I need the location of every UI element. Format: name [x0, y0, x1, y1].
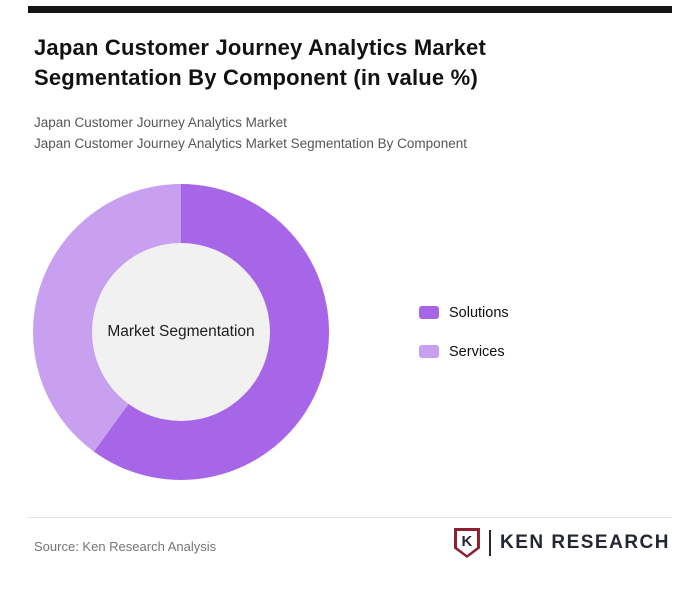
donut-chart: Market Segmentation	[33, 184, 329, 480]
footer-divider	[28, 517, 672, 518]
logo-wordmark: KEN RESEARCH	[499, 532, 670, 553]
legend-item-services: Services	[419, 343, 509, 360]
ken-research-logo: K KEN RESEARCH	[453, 528, 670, 558]
page-title-line-2: Segmentation By Component (in value %)	[34, 65, 478, 90]
legend-label-solutions: Solutions	[449, 304, 509, 321]
page-title-line-1: Japan Customer Journey Analytics Market	[34, 35, 487, 60]
chart-subtitle-segmentation: Japan Customer Journey Analytics Market …	[34, 136, 467, 151]
source-text: Source: Ken Research Analysis	[34, 539, 217, 554]
legend-item-solutions: Solutions	[419, 304, 509, 321]
legend-swatch	[419, 345, 439, 358]
chart-subtitle-market: Japan Customer Journey Analytics Market	[34, 115, 287, 130]
chart-legend: Solutions Services	[419, 305, 509, 383]
legend-swatch	[419, 306, 439, 319]
logo-shield-letter: K	[456, 531, 477, 555]
donut-hole: Market Segmentation	[92, 243, 270, 421]
logo-separator	[488, 530, 491, 556]
donut-center-label: Market Segmentation	[107, 323, 255, 340]
logo-shield-icon: K	[453, 528, 480, 558]
legend-label-services: Services	[449, 343, 505, 360]
top-accent-bar	[28, 6, 672, 13]
page-title: Japan Customer Journey Analytics Market …	[34, 33, 594, 93]
